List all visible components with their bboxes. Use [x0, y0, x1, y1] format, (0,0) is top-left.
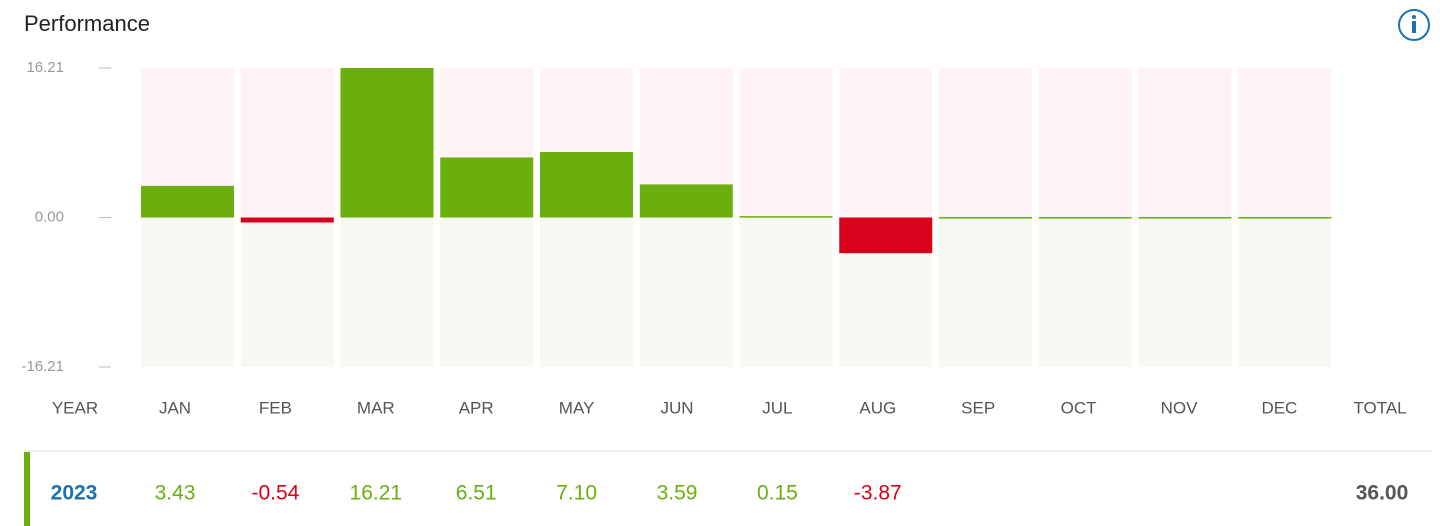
- bar: [739, 216, 833, 218]
- column-bg-positive: [1138, 68, 1232, 218]
- y-tick-label: -16.21: [21, 358, 64, 375]
- zero-line: [1138, 217, 1232, 219]
- total: 36.00: [1356, 482, 1409, 505]
- column-bg-positive: [739, 68, 833, 218]
- month-value: -0.54: [251, 482, 299, 505]
- month-header: MAR: [357, 398, 395, 417]
- column-bg-negative: [1238, 217, 1332, 367]
- bar: [440, 157, 534, 218]
- month-value: -3.87: [854, 482, 902, 505]
- month-value: 0.15: [757, 482, 798, 505]
- month-header: JUN: [660, 398, 693, 417]
- chart-title: Performance: [24, 11, 150, 36]
- month-header: MAY: [559, 398, 595, 417]
- row-accent: [24, 452, 30, 526]
- total-header: TOTAL: [1353, 398, 1406, 417]
- year-header: YEAR: [52, 398, 98, 417]
- bar: [340, 68, 434, 218]
- month-value: 3.59: [657, 482, 698, 505]
- month-header: AUG: [859, 398, 896, 417]
- bar: [540, 152, 633, 218]
- column-bg-positive: [240, 68, 334, 218]
- column-bg-negative: [141, 217, 234, 367]
- month-header: DEC: [1261, 398, 1297, 417]
- column-bg-negative: [540, 217, 633, 367]
- month-value: 7.10: [556, 482, 597, 505]
- column-bg-positive: [939, 68, 1032, 218]
- bar: [839, 217, 933, 254]
- y-tick-label: 16.21: [26, 59, 64, 76]
- column-bg-positive: [1238, 68, 1332, 218]
- column-bg-negative: [1138, 217, 1232, 367]
- bar: [240, 217, 334, 223]
- bar: [639, 184, 733, 218]
- column-bg-negative: [440, 217, 534, 367]
- month-value: 16.21: [350, 482, 403, 505]
- month-value: 3.43: [155, 482, 196, 505]
- y-tick-label: 0.00: [35, 208, 64, 225]
- month-header: OCT: [1061, 398, 1097, 417]
- column-bg-positive: [839, 68, 933, 218]
- column-bg-negative: [939, 217, 1032, 367]
- info-icon[interactable]: [1398, 9, 1430, 41]
- month-header: SEP: [961, 398, 995, 417]
- month-header: APR: [459, 398, 494, 417]
- bar: [141, 185, 234, 218]
- column-bg-negative: [240, 217, 334, 367]
- column-bg-negative: [739, 217, 833, 367]
- column-bg-negative: [340, 217, 434, 367]
- zero-line: [1238, 217, 1332, 219]
- month-header: FEB: [259, 398, 292, 417]
- column-bg-negative: [1038, 217, 1132, 367]
- month-header: JAN: [159, 398, 191, 417]
- column-bg-positive: [1038, 68, 1132, 218]
- zero-line: [1038, 217, 1132, 219]
- zero-line: [939, 217, 1032, 219]
- row-label[interactable]: 2023: [51, 482, 98, 505]
- month-value: 6.51: [456, 482, 497, 505]
- month-header: JUL: [762, 398, 792, 417]
- month-header: NOV: [1161, 398, 1199, 417]
- column-bg-negative: [639, 217, 733, 367]
